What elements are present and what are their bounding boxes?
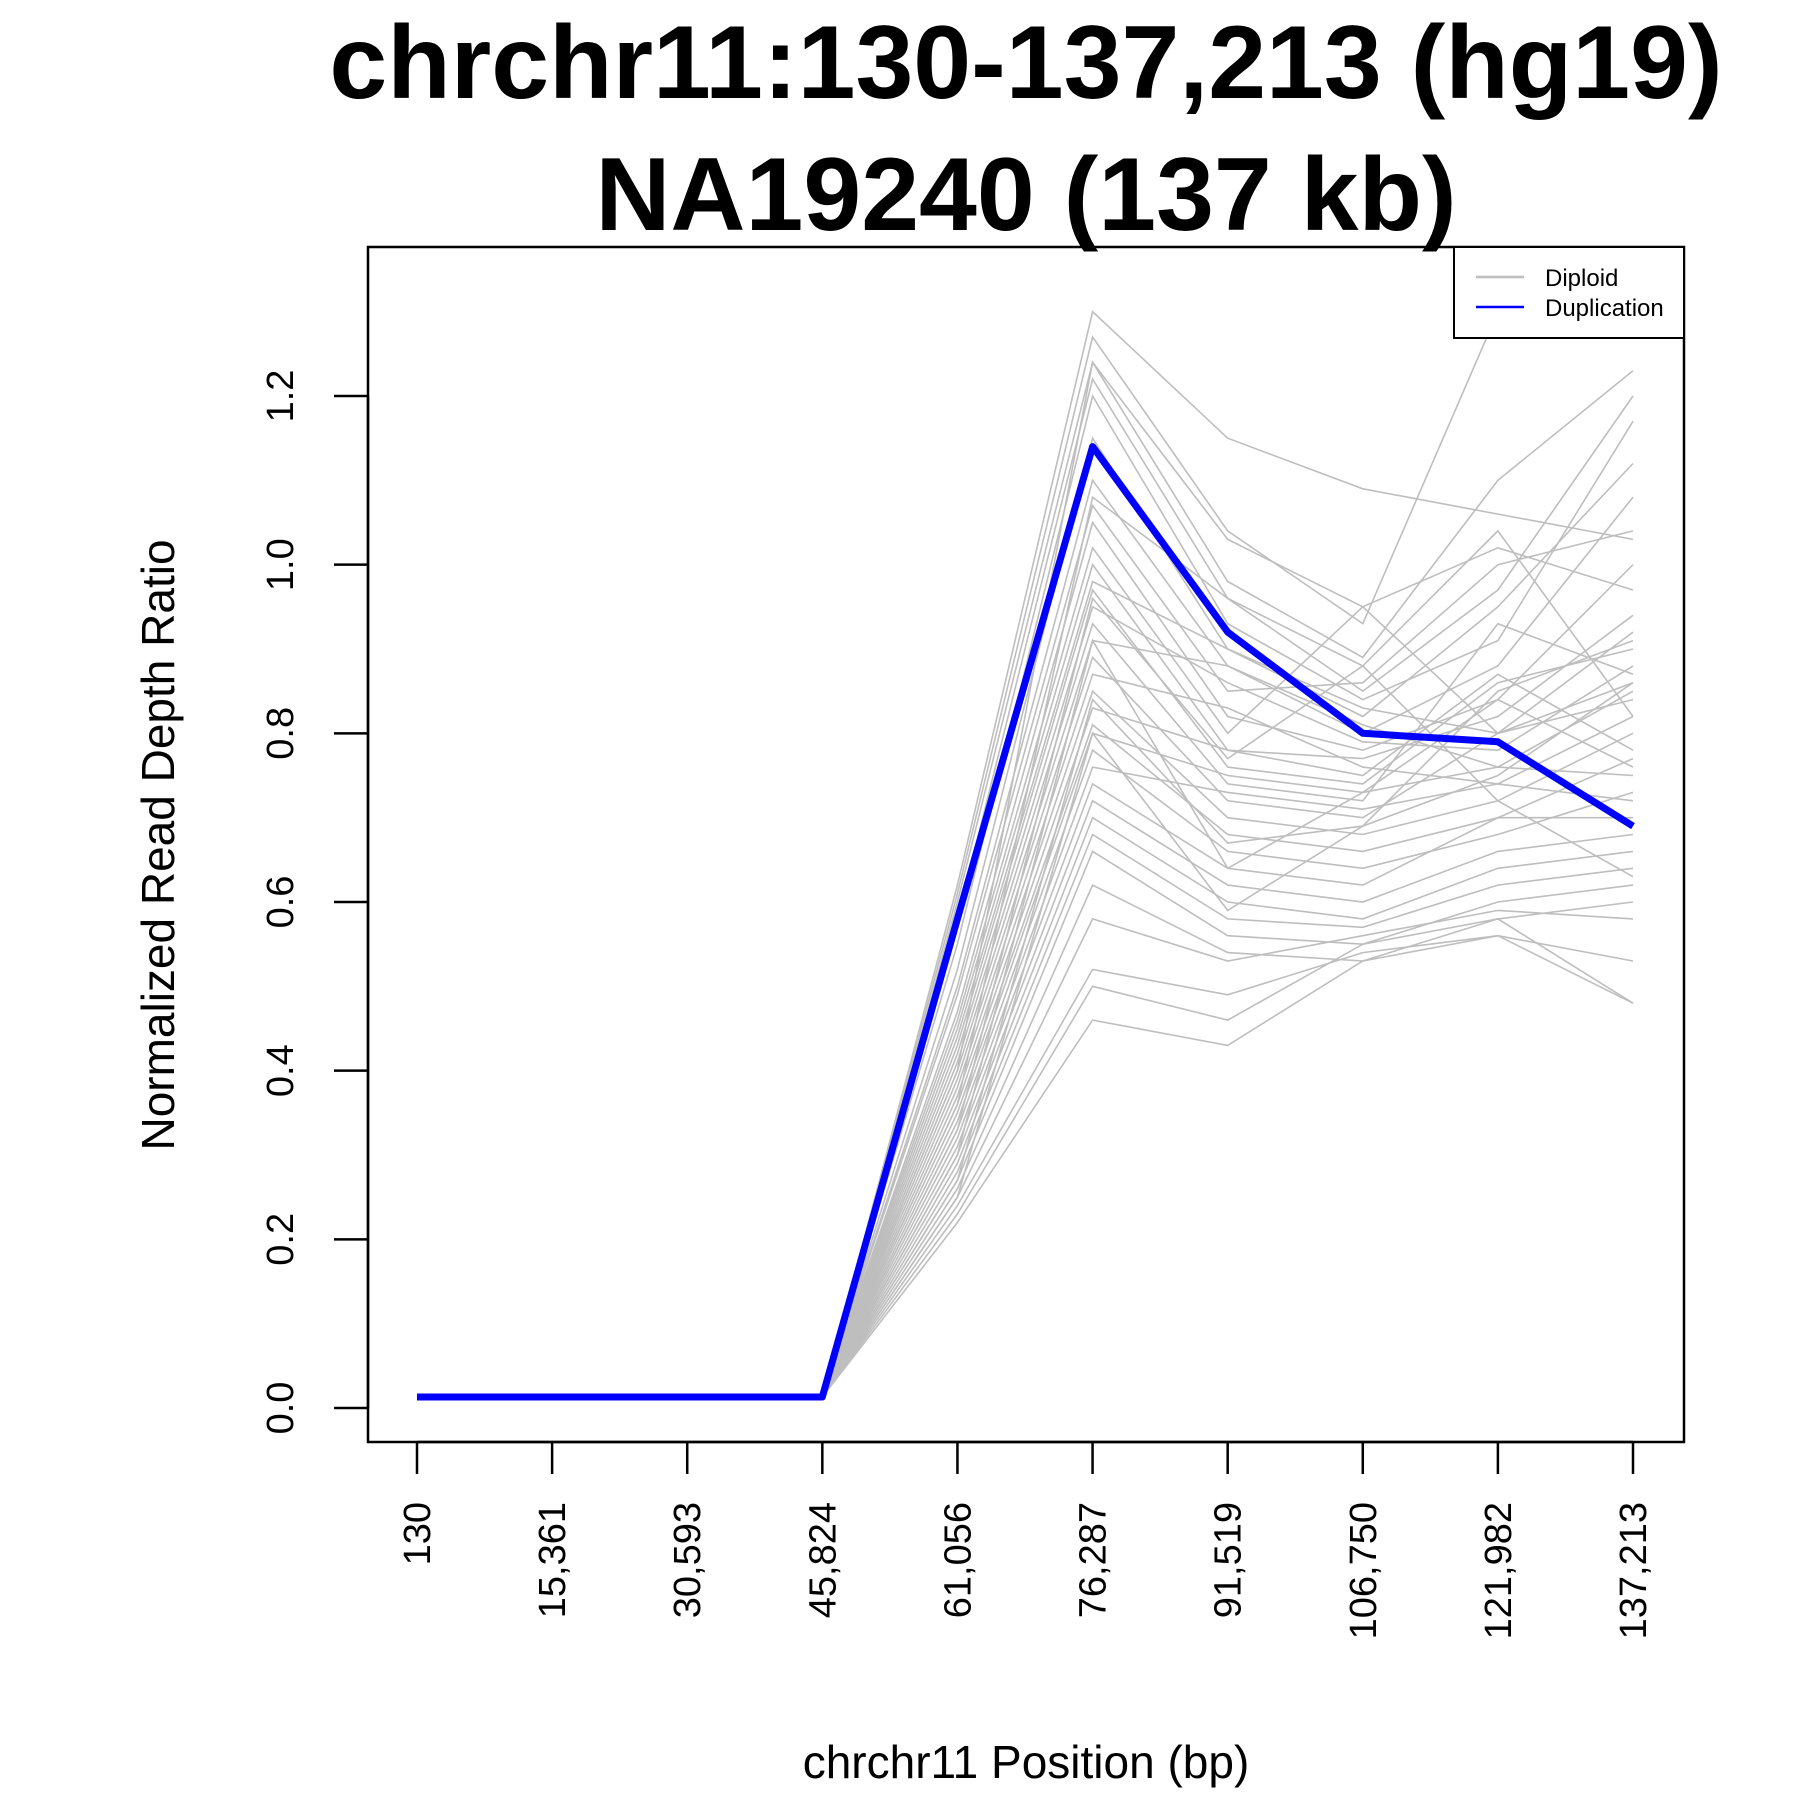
- legend-box: [1453, 246, 1685, 339]
- y-tick-label: 1.0: [260, 538, 302, 591]
- x-axis-label: chrchr11 Position (bp): [803, 1736, 1250, 1788]
- y-tick-label: 0.4: [260, 1044, 302, 1097]
- y-tick-label: 1.2: [260, 370, 302, 423]
- diploid-line-21: [417, 723, 1634, 1398]
- diploid-line-23: [417, 748, 1634, 1398]
- diploid-line-40: [417, 682, 1634, 1398]
- duplication-lines: [417, 443, 1635, 1401]
- chart-title-line-2: NA19240 (137 kb): [595, 137, 1456, 253]
- duplication-line: [417, 443, 1635, 1401]
- y-axis: 0.0 0.2 0.4 0.6 0.8 1.0 1.2: [260, 370, 370, 1435]
- x-tick-label: 106,750: [1343, 1502, 1385, 1639]
- x-tick-label: 121,982: [1478, 1502, 1520, 1639]
- x-tick-label: 45,824: [802, 1502, 844, 1618]
- x-tick-label: 30,593: [667, 1502, 709, 1618]
- y-tick-label: 0.8: [260, 707, 302, 760]
- x-tick-label: 15,361: [532, 1502, 574, 1618]
- y-tick-label: 0.2: [260, 1213, 302, 1266]
- x-tick-label: 137,213: [1613, 1502, 1655, 1639]
- diploid-line-9: [417, 520, 1634, 1398]
- chart-title-line-1: chrchr11:130-137,213 (hg19): [329, 5, 1722, 121]
- x-axis: 130 15,361 30,593 45,824 61,056 76,287 91,519 1…: [397, 1440, 1655, 1639]
- diploid-line-25: [417, 782, 1633, 1398]
- y-tick-label: 0.6: [260, 876, 302, 929]
- legend-label-diploid: Diploid: [1545, 265, 1618, 292]
- diploid-line-30: [417, 884, 1634, 1398]
- x-tick-label: 61,056: [937, 1502, 979, 1618]
- plot-area-frame: [366, 245, 1686, 1444]
- y-tick-label: 0.0: [260, 1382, 302, 1435]
- diploid-line-4: [417, 377, 1634, 1398]
- legend-label-duplication: Duplication: [1545, 295, 1664, 322]
- legend: Diploid Duplication: [1453, 246, 1685, 339]
- x-tick-label: 91,519: [1208, 1502, 1250, 1618]
- x-tick-label: 130: [397, 1502, 439, 1565]
- diploid-lines: [417, 310, 1634, 1398]
- diploid-line-13: [417, 588, 1634, 1398]
- y-axis-label: Normalized Read Depth Ratio: [132, 539, 184, 1150]
- x-tick-label: 76,287: [1073, 1502, 1115, 1618]
- diploid-line-31: [417, 909, 1634, 1398]
